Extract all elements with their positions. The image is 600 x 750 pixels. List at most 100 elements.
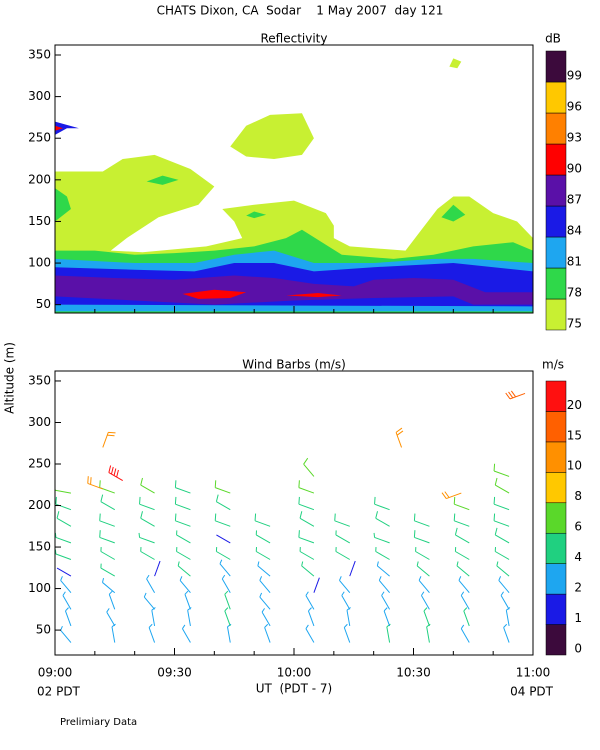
colorbar-box (545, 380, 567, 412)
wind-barb (111, 623, 116, 643)
colorbar-box (545, 81, 567, 114)
wind-barb (219, 559, 231, 577)
colorbar-label: 2 (574, 581, 582, 595)
colorbar-unit: m/s (542, 358, 564, 372)
wind-barb (313, 577, 320, 593)
plot-area (55, 390, 526, 643)
y-axis-label: Altitude (m) (3, 342, 17, 414)
wind-barb (305, 624, 315, 643)
wind-barb (87, 476, 103, 490)
colorbar-box (545, 205, 567, 238)
wind-barb (454, 547, 470, 560)
wind-barb (215, 494, 231, 511)
wind-barb (299, 547, 315, 560)
wind-barb (420, 591, 430, 610)
wind-barb (138, 532, 155, 544)
wind-barb (106, 608, 116, 627)
colorbar-label: 0 (574, 641, 582, 655)
wind-barb (261, 608, 271, 627)
wind-barb (415, 547, 430, 560)
colorbar-box (545, 236, 567, 269)
wind-barb (214, 480, 231, 494)
wind-barb (416, 561, 430, 577)
colorbar-label: 90 (567, 161, 582, 175)
wind-barb (62, 591, 72, 610)
wind-barb (140, 511, 155, 527)
wind-barb (187, 607, 192, 627)
wind-barb (298, 530, 315, 544)
wind-barb (441, 491, 462, 500)
wind-barb (99, 530, 115, 544)
wind-barb (224, 607, 231, 627)
wind-barb (395, 427, 404, 448)
y-tick-label: 100 (28, 256, 51, 270)
wind-barb (254, 513, 271, 527)
wind-barb (264, 623, 271, 643)
contour-region (230, 113, 314, 160)
colorbar-label: 87 (567, 192, 582, 206)
wind-barb (346, 607, 351, 627)
wind-barb (214, 513, 231, 527)
contour-region (55, 121, 79, 135)
wind-barb (386, 623, 391, 643)
colorbar-box (545, 411, 567, 443)
right-note: 04 PDT (510, 685, 554, 699)
wind-barb (176, 530, 191, 544)
wind-barb (349, 560, 356, 577)
plot-frame (54, 370, 534, 656)
colorbar-box (545, 532, 567, 564)
wind-barb (102, 431, 116, 448)
colorbar-label: 75 (567, 316, 582, 330)
wind-barb (339, 576, 351, 594)
wind-barb (174, 496, 191, 511)
colorbar-label: 4 (574, 550, 582, 564)
wind-barb (255, 547, 271, 560)
x-tick-label: 11:00 (516, 666, 551, 680)
colorbar-label: 78 (567, 285, 582, 299)
wind-barb (140, 547, 155, 560)
contour-region (55, 275, 533, 305)
wind-barb (341, 591, 351, 610)
wind-barb (383, 607, 391, 627)
wind-barb (108, 590, 116, 610)
colorbar-box (545, 267, 567, 300)
x-axis-label: UT (PDT - 7) (256, 682, 333, 696)
colorbar-box (545, 502, 567, 534)
wind-barb (454, 527, 470, 544)
contour-region (441, 204, 466, 222)
wind-barb (99, 513, 115, 527)
wind-barb (174, 513, 191, 527)
wind-barb (257, 561, 271, 577)
wind-barb (151, 607, 156, 627)
wind-barb (456, 561, 470, 577)
wind-barb (376, 561, 390, 577)
wind-barb (298, 480, 315, 494)
contour-region (449, 58, 462, 69)
wind-barb (60, 576, 72, 594)
x-tick-label: 09:30 (157, 666, 192, 680)
colorbar-label: 93 (567, 130, 582, 144)
y-tick-label: 250 (28, 457, 51, 471)
wind-barb (418, 576, 430, 594)
colorbar-label: 20 (567, 398, 582, 412)
colorbar-label: 96 (567, 99, 582, 113)
colorbar-box (545, 50, 567, 83)
wind-barb (498, 576, 510, 594)
wind-barb (303, 457, 315, 477)
wind-barb (60, 625, 72, 643)
wind-barb (307, 607, 315, 627)
wind-barb (55, 496, 72, 511)
contour-region (55, 188, 71, 222)
colorbar-label: 84 (567, 223, 582, 237)
y-tick-label: 350 (28, 373, 51, 387)
contour-region (55, 125, 63, 131)
wind-barb (505, 390, 526, 400)
colorbar-label: 81 (567, 254, 582, 268)
wind-barb (413, 513, 430, 527)
wind-barb (343, 623, 351, 643)
colorbar-label: 15 (567, 428, 582, 442)
wind-barb (493, 463, 510, 477)
wind-barb (143, 592, 155, 610)
wind-barb (494, 527, 510, 544)
